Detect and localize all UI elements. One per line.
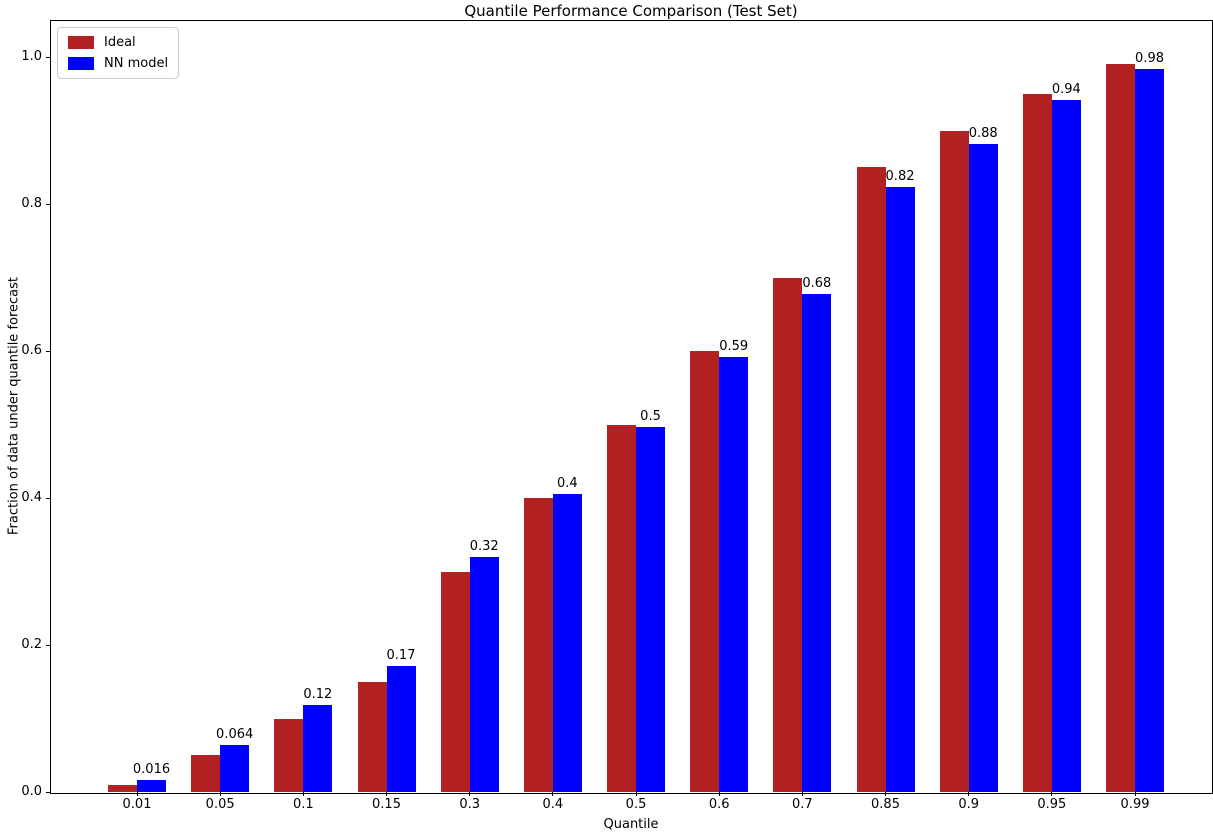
legend-swatch (68, 57, 94, 70)
bar-ideal-0.15 (357, 681, 387, 792)
bar-value-label: 0.016 (132, 762, 171, 778)
bar-nn-model-0.7 (802, 294, 832, 792)
x-tick-mark (386, 792, 387, 796)
bar-nn-model-0.15 (386, 665, 416, 792)
bar-ideal-0.6 (690, 351, 720, 792)
bar-nn-model-0.9 (968, 143, 998, 792)
x-tick-mark (219, 792, 221, 796)
bar-value-label: 0.59 (719, 338, 749, 354)
x-tick-label: 0.5 (625, 797, 647, 812)
bar-value-label: 0.98 (1135, 51, 1165, 67)
bar-nn-model-0.95 (1051, 99, 1081, 792)
y-tick-label: 0.8 (21, 196, 42, 211)
bar-ideal-0.7 (773, 277, 803, 792)
bar-value-label: 0.88 (968, 125, 998, 141)
legend-entry-ideal: Ideal (68, 35, 168, 50)
y-tick-label: 0.4 (21, 490, 42, 505)
x-tick-label: 0.4 (542, 797, 564, 812)
bar-value-label: 0.82 (885, 169, 915, 185)
y-tick-mark (46, 56, 50, 58)
chart-title: Quantile Performance Comparison (Test Se… (464, 2, 798, 20)
legend: Ideal NN model (57, 27, 180, 79)
y-tick-label: 0.2 (21, 637, 42, 652)
bar-ideal-0.05 (191, 755, 221, 792)
x-tick-mark (885, 792, 887, 796)
bar-nn-model-0.85 (885, 187, 915, 792)
y-tick-mark (46, 644, 50, 646)
x-tick-label: 0.01 (122, 797, 152, 812)
x-tick-label: 0.7 (792, 797, 813, 812)
bar-nn-model-0.99 (1135, 69, 1165, 792)
y-tick-mark (46, 350, 50, 352)
legend-label: Ideal (104, 35, 136, 50)
x-tick-label: 0.85 (871, 797, 900, 812)
x-tick-mark (635, 792, 637, 796)
bar-ideal-0.5 (607, 424, 637, 792)
bar-ideal-0.9 (939, 130, 969, 792)
bar-nn-model-0.3 (469, 556, 499, 792)
x-tick-label: 0.95 (1037, 797, 1067, 812)
bar-nn-model-0.05 (220, 744, 250, 792)
y-tick-mark (46, 791, 50, 793)
bar-value-label: 0.064 (216, 726, 254, 742)
bar-value-label: 0.32 (469, 538, 499, 554)
bar-nn-model-0.5 (636, 426, 666, 792)
bar-ideal-0.95 (1022, 93, 1052, 792)
bar-nn-model-0.4 (552, 494, 582, 792)
x-tick-label: 0.05 (205, 797, 235, 812)
legend-entry-nn-model: NN model (68, 56, 168, 71)
bar-value-label: 0.17 (386, 647, 416, 663)
bar-value-label: 0.68 (802, 276, 832, 292)
bar-ideal-0.99 (1106, 64, 1136, 792)
y-tick-mark (46, 203, 50, 205)
y-tick-label: 0.6 (21, 343, 42, 358)
x-tick-label: 0.9 (958, 797, 980, 812)
legend-label: NN model (104, 56, 169, 71)
x-tick-label: 0.15 (372, 797, 401, 812)
y-tick-mark (46, 497, 50, 499)
bar-ideal-0.01 (108, 784, 137, 792)
y-tick-label: 1.0 (21, 49, 42, 64)
legend-swatch (68, 36, 94, 49)
x-tick-label: 0.6 (708, 797, 730, 812)
x-tick-mark (801, 792, 803, 796)
y-tick-label: 0.0 (21, 784, 42, 799)
x-tick-label: 0.3 (459, 797, 481, 812)
bar-ideal-0.3 (440, 571, 470, 792)
bar-ideal-0.85 (856, 167, 886, 792)
x-tick-label: 0.99 (1120, 797, 1150, 812)
x-tick-mark (136, 792, 138, 796)
bar-nn-model-0.1 (303, 705, 333, 792)
x-tick-mark (1134, 792, 1136, 796)
bar-ideal-0.4 (523, 498, 553, 792)
bar-value-label: 0.4 (557, 476, 578, 492)
bar-value-label: 0.5 (640, 408, 661, 424)
x-tick-mark (1051, 792, 1053, 796)
bar-value-label: 0.12 (303, 687, 333, 703)
bar-nn-model-0.01 (137, 780, 166, 792)
x-tick-mark (552, 792, 554, 796)
x-tick-mark (302, 792, 304, 796)
bar-nn-model-0.6 (719, 356, 749, 792)
x-tick-mark (968, 792, 970, 796)
bar-ideal-0.1 (274, 718, 304, 792)
x-axis-label: Quantile (603, 817, 659, 832)
bar-value-label: 0.94 (1051, 81, 1081, 97)
x-tick-label: 0.1 (292, 797, 314, 812)
x-tick-mark (469, 792, 471, 796)
x-tick-mark (718, 792, 720, 796)
